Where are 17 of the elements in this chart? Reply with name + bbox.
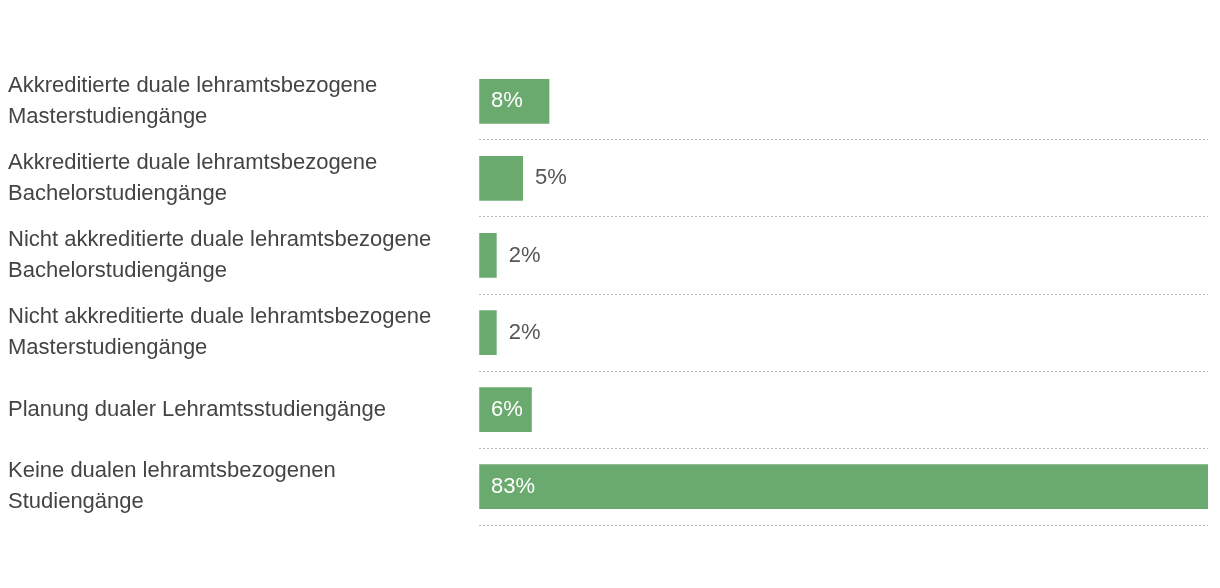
bar <box>479 156 524 201</box>
data-label: 83% <box>491 472 536 498</box>
y-tick-label: Planung dualer Lehramtsstudiengänge <box>8 395 386 421</box>
y-tick-label: Nicht akkreditierte duale lehramtsbezogene Bachelorstudiengänge <box>8 226 432 282</box>
data-label: 6% <box>491 395 523 421</box>
y-tick-label: Keine dualen lehramtsbezogenen Studiengänge <box>8 457 336 514</box>
y-tick-label: Akkreditierte duale lehramtsbezogene Masterstudiengänge <box>8 72 378 128</box>
data-label: 2% <box>508 241 541 267</box>
bar <box>479 464 1208 510</box>
data-label: 8% <box>491 87 523 113</box>
bar <box>479 78 550 124</box>
data-label: 2% <box>508 318 541 344</box>
y-tick-label: Nicht akkreditierte duale lehramtsbezogene Masterstudiengänge <box>8 303 432 359</box>
y-tick-label: Akkreditierte duale lehramtsbezogene Bachelorstudiengänge <box>8 149 378 205</box>
bar <box>479 310 497 355</box>
bar <box>479 233 497 278</box>
data-label: 5% <box>535 164 567 190</box>
